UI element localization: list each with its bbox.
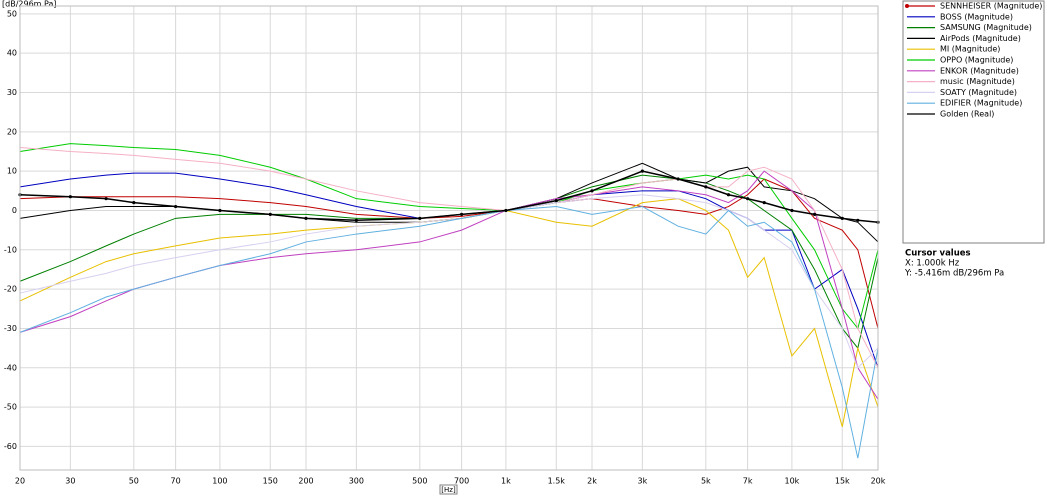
series-marker [418,216,422,220]
y-tick-label: -10 [4,245,17,254]
y-tick-label: 40 [7,49,17,58]
legend-label: EDIFIER (Magnitude) [940,99,1022,108]
series-marker [268,212,272,217]
x-tick-label: 1k [501,477,511,486]
series-marker [704,185,708,189]
series-marker [726,193,731,197]
legend-label: SENNHEISER (Magnitude) [940,2,1042,11]
x-tick-label: 5k [701,477,711,486]
series-marker [304,216,308,220]
series-marker [746,197,750,201]
y-tick-label: -50 [4,403,17,412]
series-line [19,206,879,459]
series-marker [676,177,680,181]
series-marker [554,199,558,203]
y-tick-label: 0 [12,206,17,215]
legend-label: SOATY (Magnitude) [940,88,1017,97]
x-tick-label: 3k [637,477,647,486]
legend-label: Golden (Real) [940,110,994,119]
cursor-title: Cursor values [905,249,971,259]
series-marker [590,189,594,193]
x-tick-label: 20k [871,477,886,486]
x-axis-label: [Hz] [441,486,456,494]
x-tick-label: 10k [784,477,799,486]
cursor-x: X: 1.000k Hz [905,259,960,269]
series-marker [856,218,860,222]
y-axis-label: [dB/296m Pa] [2,0,56,9]
series-line [19,194,879,369]
x-tick-label: 150 [263,477,278,486]
x-tick-label: 300 [349,477,364,486]
x-tick-label: 20 [15,477,25,486]
series-marker [68,195,72,199]
legend-label: music (Magnitude) [940,77,1015,86]
series-marker [812,212,817,217]
x-tick-label: 100 [212,477,227,486]
cursor-y: Y: -5.416m dB/296m Pa [904,269,1004,279]
series-marker [762,201,766,205]
plot-frame [19,5,879,471]
y-tick-label: -20 [4,285,17,294]
y-tick-label: 20 [7,127,17,136]
x-tick-label: 70 [171,477,181,486]
x-tick-label: 700 [454,477,469,486]
series-marker [504,208,508,213]
legend-marker [905,4,909,8]
series-marker [640,169,644,173]
series-line [19,198,879,427]
legend-label: AirPods (Magnitude) [940,34,1021,43]
y-tick-label: 50 [7,9,17,18]
series-marker [460,212,464,217]
y-tick-label: -40 [4,363,17,372]
series-marker [790,208,794,213]
y-tick-label: 10 [7,167,17,176]
x-tick-label: 50 [129,477,139,486]
x-tick-label: 500 [412,477,427,486]
legend-label: BOSS (Magnitude) [940,12,1013,21]
x-tick-label: 15k [835,477,850,486]
series-marker [174,204,178,209]
series-marker [104,197,108,201]
legend-label: SAMSUNG (Magnitude) [940,23,1032,32]
x-axis-label-box [439,484,458,495]
series-marker [840,216,844,220]
y-tick-label: 30 [7,88,17,97]
series-marker [354,218,358,222]
legend-label: OPPO (Magnitude) [940,56,1013,65]
series-marker [132,201,136,205]
legend-label: MI (Magnitude) [940,45,1000,54]
x-tick-label: 1.5k [548,477,566,486]
legend-box [902,0,1045,244]
y-tick-label: -60 [4,442,17,451]
x-tick-label: 200 [298,477,313,486]
legend-label: ENKOR (Magnitude) [940,66,1019,75]
x-tick-label: 2k [587,477,597,486]
x-tick-label: 30 [65,477,75,486]
series-marker [218,208,222,213]
x-tick-label: 7k [743,477,753,486]
y-tick-label: -30 [4,324,17,333]
